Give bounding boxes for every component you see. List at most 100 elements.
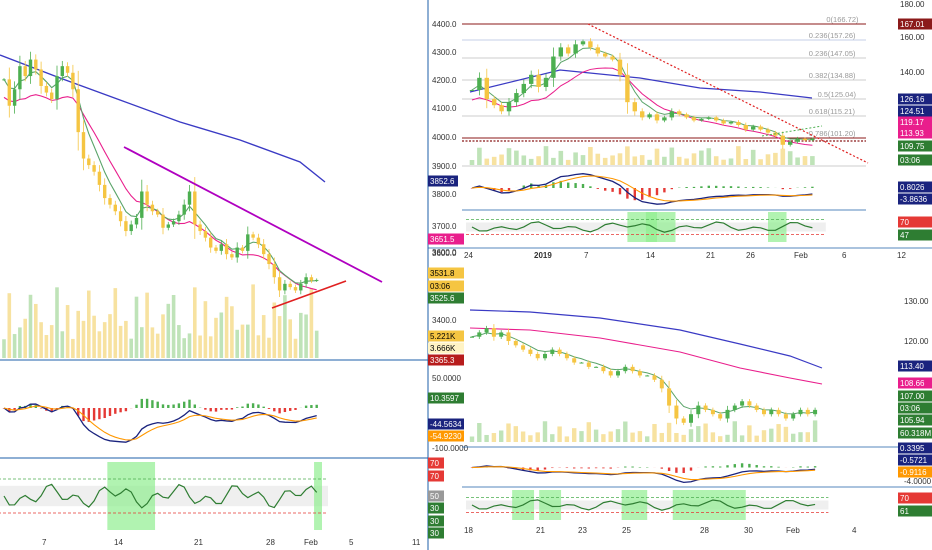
left-candle [81,132,86,159]
left-volume-bar [299,312,303,358]
left-x-tick: 14 [114,538,123,547]
price-badge-label: 3852.6 [430,177,455,186]
left-osc-band [0,485,328,507]
tr-candle [558,47,563,57]
br-macd-hist [748,463,751,468]
tr-candle [810,138,815,141]
left-macd-hist [294,408,297,410]
price-badge-label: 60.318M [900,429,931,438]
left-candle [182,204,186,215]
left-volume-bar [87,290,91,358]
br-macd-hist [675,467,678,473]
tr-candle [588,41,593,48]
price-badge-bg [898,181,932,193]
price-badge-label: 107.00 [900,392,925,401]
left-candle [18,66,22,90]
br-x-tick: 4 [852,526,857,535]
br-volume-bar [520,431,526,442]
price-badge-label: 70 [430,459,439,468]
price-badge-label: 5.221K [430,332,456,341]
br-y-tick: -4.0000 [904,477,932,486]
left-candle [209,237,213,248]
tr-price-badge: 3852.6 [428,175,458,187]
tr-x-tick: 24 [464,251,473,260]
left-y-tick: 3600.0 [432,249,457,258]
br-candle [484,328,489,333]
price-badge-label: 109.75 [900,142,925,151]
left-macd-hist [18,405,22,408]
br-volume-bar [477,422,482,442]
tr-y-tick-right: 160.00 [900,33,925,42]
left-volume-bar [81,320,86,358]
left-macd-hist [92,408,96,421]
price-badge-bg [898,216,932,228]
left-macd-hist [273,408,276,412]
left-volume-bar [261,315,266,358]
left-price-badge: 3525.6 [428,292,464,304]
br-volume-bar [564,436,570,442]
left-volume-bar [12,334,17,358]
tr-volume-bar [706,148,712,165]
left-macd-hist [193,404,196,408]
left-chart-panel: 3600.0 3400.0 3651.5 3531.8 03:06 3525.6 5.221… [0,0,469,550]
tr-macd-hist [789,188,792,189]
br-volume-bar [769,428,774,442]
left-macd-hist [77,408,80,416]
left-candle [283,283,287,291]
tr-volume-bar [810,156,815,165]
br-volume-bar [557,426,562,442]
left-candle [203,231,208,238]
price-badge-label: 03:06 [900,156,921,165]
left-candle [198,224,202,232]
left-macd-hist [108,408,112,416]
br-price-badge: 105.94 [898,414,932,426]
tr-volume-bar [647,159,652,165]
fib-level-label: 0.236(147.05) [809,49,856,58]
left-x-tick: 7 [42,538,47,547]
price-badge-bg [898,427,932,439]
left-candle [55,76,59,100]
top-right-chart-panel: 0(166.72) 0.236(157.26) 0.236(147.05) 0.382… [428,0,932,260]
left-volume-bar [55,287,59,358]
left-trendline-support [271,280,347,309]
br-candle [528,349,533,354]
left-volume-bar [182,338,186,358]
tr-price-badge: 119.17 [898,116,932,128]
tr-macd-hist [589,186,592,188]
tr-candle [543,77,549,87]
left-candle [224,244,229,255]
price-badge-bg [898,454,932,466]
br-x-tick: Feb [786,526,800,535]
left-volume-bar [71,338,75,358]
br-macd-hist [667,467,671,471]
price-badge-label: 3651.5 [430,235,455,244]
fib-level-label: 0.236(157.26) [809,31,856,40]
tr-candle [780,135,785,145]
br-volume-bar [645,436,650,442]
br-x-tick: 30 [744,526,753,535]
left-volume-bar [7,293,12,358]
price-badge-label: 30 [430,529,439,538]
left-osc-badge: 70 [428,470,444,482]
tr-volume-bar [602,157,608,165]
tr-volume-bar [691,153,697,165]
tr-macd-hist [552,182,555,188]
br-price-badge: 03:06 [898,402,932,414]
tr-macd-hist [596,188,599,189]
price-badge-label: 47 [900,231,909,240]
tr-y-tick-left: 3600.0 [432,248,457,257]
left-candle [256,237,261,245]
left-macd-badge: -54.9230 [428,430,464,442]
br-signal-line [471,466,816,481]
tr-macd-hist [641,188,644,200]
tr-candle [795,138,800,142]
price-badge-label: 30 [430,504,439,513]
left-volume-bar [246,324,250,358]
left-macd-hist [246,403,249,408]
left-volume-bar [118,325,123,358]
tr-volume-bar [787,151,793,165]
price-badge-label: 3531.8 [430,269,455,278]
left-volume-bar [2,339,6,358]
br-macd-hist [609,467,612,469]
left-macd-hist [225,408,228,410]
